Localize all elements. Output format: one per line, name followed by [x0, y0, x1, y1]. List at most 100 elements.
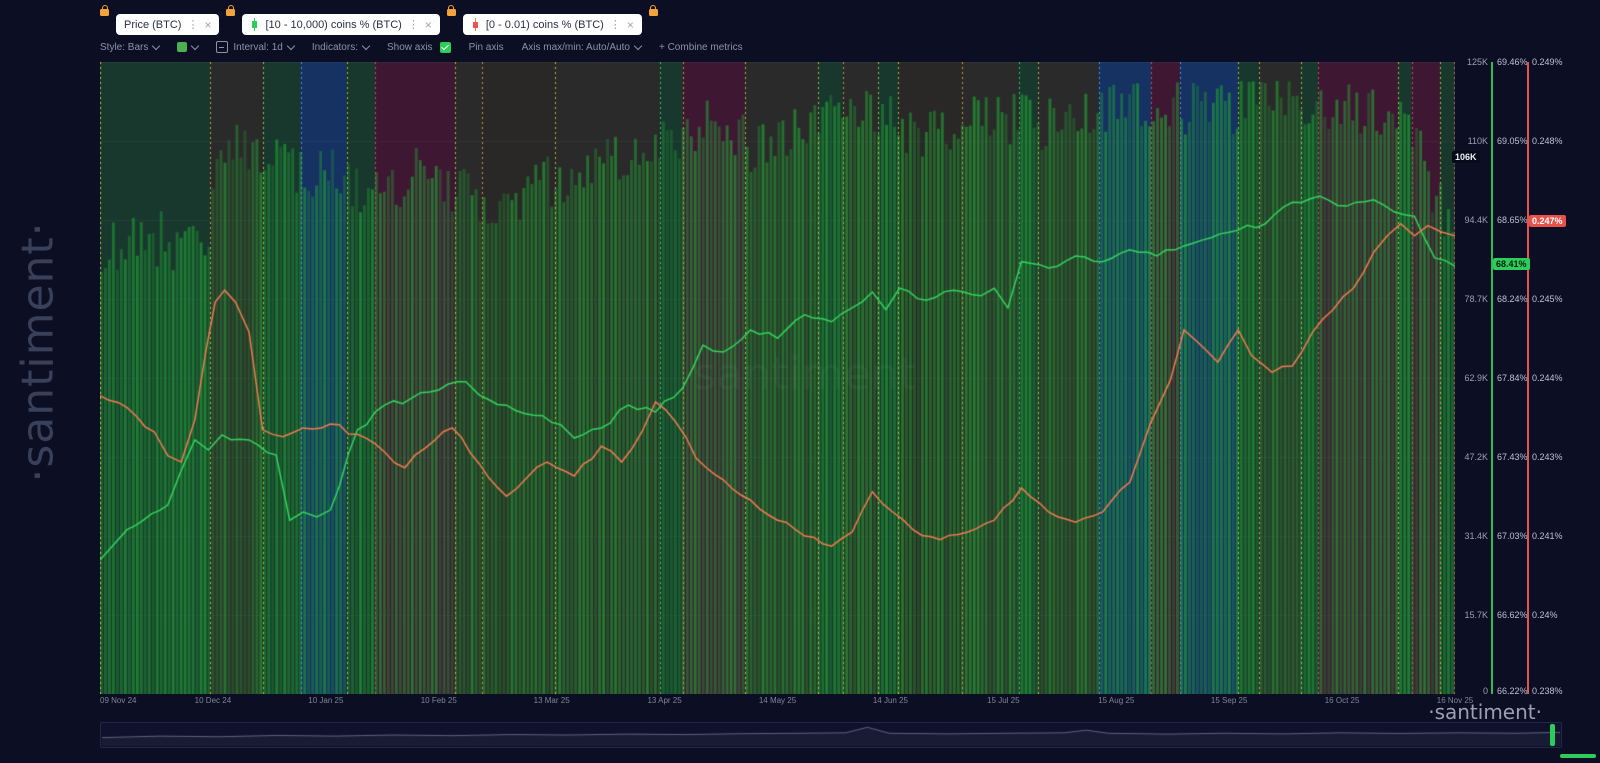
close-icon[interactable]: ×	[626, 17, 634, 32]
date-tick: 13 Apr 25	[647, 696, 682, 705]
kebab-menu-icon[interactable]: ⋮	[407, 19, 419, 31]
green-axis-badge: 68.41%	[1493, 258, 1530, 270]
green-pct-tick: 67.03%	[1497, 531, 1528, 541]
range-navigator[interactable]	[100, 722, 1562, 748]
green-axis-line	[1491, 62, 1493, 694]
chart-toolbar: Style: Bars Interval: 1d Indicators: Sho…	[100, 40, 761, 54]
green-pct-tick: 69.46%	[1497, 57, 1528, 67]
red-pct-tick: 0.24%	[1532, 610, 1558, 620]
price-axis-badge: 106K	[1452, 151, 1480, 163]
tab-coins-10-10000[interactable]: [10 - 10,000) coins % (BTC) ⋮ ×	[242, 14, 440, 35]
green-pct-tick: 67.84%	[1497, 373, 1528, 383]
interval-selector[interactable]: Interval: 1d	[216, 41, 296, 53]
date-tick: 16 Nov 25	[1436, 696, 1474, 705]
indicators-selector[interactable]: Indicators:	[311, 41, 371, 53]
date-tick: 09 Nov 24	[100, 696, 137, 705]
show-axis-label: Show axis	[386, 41, 433, 53]
date-tick: 13 Mar 25	[533, 696, 570, 705]
green-pct-tick: 66.22%	[1497, 685, 1528, 696]
date-tick: 10 Jan 25	[308, 696, 344, 705]
price-tick: 0	[1482, 685, 1488, 696]
red-pct-tick: 0.243%	[1532, 452, 1563, 462]
style-label: Style: Bars	[100, 41, 149, 53]
pin-axis-label: Pin axis	[468, 41, 504, 53]
lock-icon[interactable]	[100, 5, 109, 16]
combine-metrics-button[interactable]: + Combine metrics	[659, 42, 743, 53]
lock-icon[interactable]	[226, 5, 236, 16]
red-axis-line	[1527, 62, 1529, 694]
green-pct-tick: 68.24%	[1497, 294, 1528, 304]
date-tick: 14 Jun 25	[872, 696, 908, 705]
candlestick-down-icon	[472, 18, 478, 31]
price-axis[interactable]: 125K 110K 94.4K 78.7K 62.9K 47.2K 31.4K …	[1450, 57, 1488, 696]
price-tick: 47.2K	[1464, 452, 1488, 462]
interval-icon	[216, 41, 229, 53]
pin-axis-toggle[interactable]: Pin axis	[469, 42, 504, 53]
green-pct-tick: 66.62%	[1497, 610, 1528, 620]
interval-label: Interval: 1d	[233, 41, 283, 53]
kebab-menu-icon[interactable]: ⋮	[609, 19, 621, 31]
green-pct-tick: 67.43%	[1497, 452, 1528, 462]
combine-metrics-label: + Combine metrics	[658, 41, 743, 53]
green-pct-tick: 68.65%	[1497, 215, 1528, 225]
main-chart-area[interactable]	[100, 62, 1455, 694]
date-tick: 15 Jul 25	[987, 696, 1020, 705]
navigator-canvas[interactable]	[102, 724, 1560, 746]
red-pct-tick: 0.248%	[1532, 136, 1563, 146]
metric-tab-bar: Price (BTC) ⋮ × [10 - 10,000) coins % (B…	[100, 5, 658, 35]
scrollbar-thumb[interactable]	[1560, 754, 1596, 758]
tab-coins-0-001[interactable]: [0 - 0.01) coins % (BTC) ⋮ ×	[462, 14, 642, 35]
chevron-down-icon	[152, 41, 161, 50]
tab-label: Price (BTC)	[124, 18, 182, 31]
red-pct-tick: 0.238%	[1532, 685, 1563, 696]
axis-maxmin-label: Axis max/min: Auto/Auto	[521, 41, 630, 53]
date-tick: 16 Oct 25	[1324, 696, 1360, 705]
date-tick: 14 May 25	[758, 696, 797, 705]
price-tick: 78.7K	[1464, 294, 1488, 304]
kebab-menu-icon[interactable]: ⋮	[187, 19, 199, 31]
axis-maxmin-selector[interactable]: Axis max/min: Auto/Auto	[521, 41, 643, 53]
lock-icon[interactable]	[648, 5, 658, 16]
red-axis-badge: 0.247%	[1529, 215, 1566, 227]
tab-price-btc[interactable]: Price (BTC) ⋮ ×	[116, 14, 220, 35]
price-tick: 94.4K	[1464, 215, 1488, 225]
main-chart-canvas[interactable]	[100, 62, 1455, 694]
red-pct-tick: 0.241%	[1532, 531, 1563, 541]
date-tick: 10 Dec 24	[194, 696, 232, 705]
red-pct-tick: 0.245%	[1532, 294, 1563, 304]
date-tick: 15 Sep 25	[1210, 696, 1248, 705]
checkmark-icon[interactable]	[439, 41, 451, 53]
price-tick: 110K	[1467, 136, 1488, 146]
santiment-logo: ·santiment·	[1428, 700, 1542, 724]
tab-label: [0 - 0.01) coins % (BTC)	[485, 18, 604, 31]
style-selector[interactable]: Style: Bars	[100, 41, 161, 53]
price-tick: 62.9K	[1464, 373, 1488, 383]
price-tick: 15.7K	[1464, 610, 1488, 620]
green-percent-axis[interactable]: 69.46% 69.05% 68.65% 68.24% 67.84% 67.43…	[1497, 57, 1529, 696]
chevron-down-icon	[191, 41, 200, 50]
lock-icon[interactable]	[446, 5, 456, 16]
chevron-down-icon	[633, 41, 643, 50]
style-color-swatch	[177, 42, 188, 52]
red-pct-tick: 0.244%	[1532, 373, 1563, 383]
green-pct-tick: 69.05%	[1497, 136, 1528, 146]
santiment-vertical-logo: ·santiment·	[12, 221, 64, 483]
metric-color-selector[interactable]	[177, 41, 200, 52]
red-pct-tick: 0.249%	[1532, 57, 1563, 67]
range-handle[interactable]	[1550, 724, 1555, 746]
candlestick-up-icon	[252, 18, 258, 31]
date-axis: 09 Nov 24 10 Dec 24 10 Jan 25 10 Feb 25 …	[100, 696, 1473, 708]
chevron-down-icon	[286, 41, 296, 50]
close-icon[interactable]: ×	[424, 17, 432, 32]
tab-label: [10 - 10,000) coins % (BTC)	[265, 18, 402, 31]
close-icon[interactable]: ×	[204, 17, 212, 32]
show-axis-toggle[interactable]: Show axis	[386, 41, 451, 53]
price-tick: 125K	[1466, 57, 1488, 67]
date-tick: 15 Aug 25	[1098, 696, 1135, 705]
chevron-down-icon	[361, 41, 371, 50]
red-percent-axis[interactable]: 0.249% 0.248% 0.245% 0.244% 0.243% 0.241…	[1532, 57, 1568, 696]
price-tick: 31.4K	[1464, 531, 1488, 541]
indicators-label: Indicators:	[311, 41, 358, 53]
date-tick: 10 Feb 25	[420, 696, 457, 705]
